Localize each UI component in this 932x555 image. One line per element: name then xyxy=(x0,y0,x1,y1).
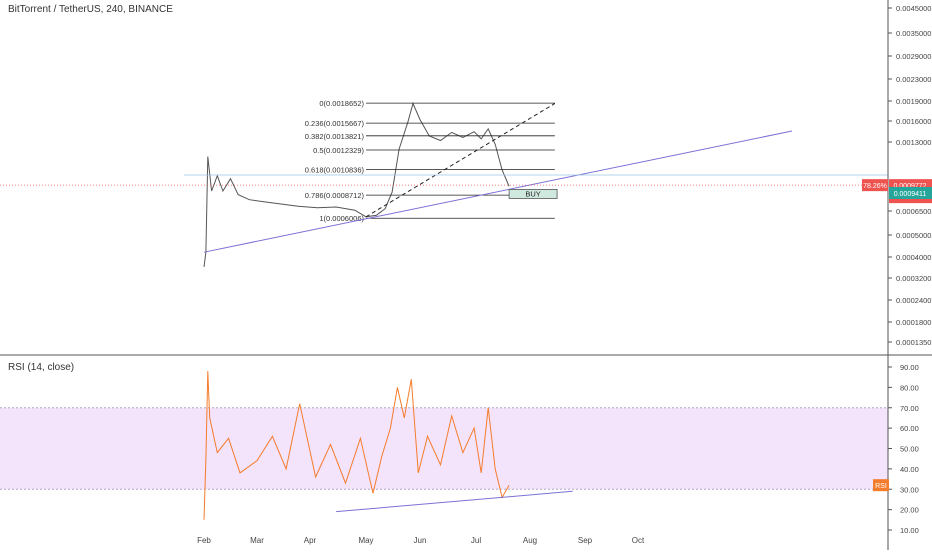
x-tick-label: Feb xyxy=(197,536,211,545)
price-trendline xyxy=(203,130,793,253)
x-tick-label: May xyxy=(358,536,373,545)
rsi-tick-label: 40.00 xyxy=(900,465,919,474)
x-tick-label: Oct xyxy=(632,536,645,545)
price-tick-label: 0.0016000 xyxy=(896,117,931,126)
current-percent-badge xyxy=(862,179,888,192)
price-tick-label: 0.0001350 xyxy=(896,338,931,347)
price-tick-label: 0.0013000 xyxy=(896,138,931,147)
rsi-tick-label: 10.00 xyxy=(900,526,919,535)
x-tick-label: Aug xyxy=(523,536,537,545)
current-percent-label: 78.26% xyxy=(863,183,887,190)
rsi-tick-label: 70.00 xyxy=(900,404,919,413)
x-tick-label: Apr xyxy=(304,536,317,545)
current-price-value: 0.0009772 xyxy=(893,183,926,190)
price-tick-label: 0.0035000 xyxy=(896,29,931,38)
chart-title: BitTorrent / TetherUS, 240, BINANCE xyxy=(8,4,173,15)
rsi-tick-label: 60.00 xyxy=(900,424,919,433)
x-tick-label: Jul xyxy=(471,536,481,545)
price-tick-label: 0.0045000 xyxy=(896,4,931,13)
price-tick-label: 0.0023000 xyxy=(896,75,931,84)
price-tick-label: 0.0006500 xyxy=(896,207,931,216)
rsi-tick-label: 80.00 xyxy=(900,383,919,392)
x-tick-label: Jun xyxy=(414,536,427,545)
price-tick-label: 0.0019000 xyxy=(896,97,931,106)
rsi-title: RSI (14, close) xyxy=(8,362,74,373)
fib-level-label: 0.618(0.0010836) xyxy=(305,166,365,175)
fib-level-label: 0.5(0.0012329) xyxy=(313,146,364,155)
fib-level-label: 0.786(0.0008712) xyxy=(305,191,365,200)
price-tick-label: 0.0004000 xyxy=(896,253,931,262)
rsi-tick-label: 30.00 xyxy=(900,485,919,494)
fib-level-label: 1(0.0006006) xyxy=(319,214,364,223)
rsi-current-badge xyxy=(873,479,889,492)
rsi-tick-label: 50.00 xyxy=(900,445,919,454)
rsi-trendline xyxy=(336,490,573,513)
second-price-value: 0.0009411 xyxy=(894,191,927,198)
dashed-projection-line xyxy=(365,103,556,218)
price-tick-label: 0.0003200 xyxy=(896,274,931,283)
buy-box xyxy=(508,189,558,199)
second-price-badge xyxy=(889,187,932,199)
x-tick-label: Mar xyxy=(250,536,264,545)
fib-level-label: 0.382(0.0013821) xyxy=(305,132,365,141)
buy-box-label: BUY xyxy=(525,189,540,198)
price-tick-label: 0.0002400 xyxy=(896,296,931,305)
price-tick-label: 0.0005000 xyxy=(896,231,931,240)
fib-level-label: 0.236(0.0015667) xyxy=(305,119,365,128)
rsi-series-line xyxy=(203,371,510,520)
price-tick-label: 0.0029000 xyxy=(896,52,931,61)
fib-level-label: 0(0.0018652) xyxy=(319,99,364,108)
price-tick-label: 0.0001800 xyxy=(896,318,931,327)
x-tick-label: Sep xyxy=(578,536,593,545)
rsi-current-label: RSI xyxy=(875,483,887,490)
rsi-tick-label: 90.00 xyxy=(900,363,919,372)
rsi-tick-label: 20.00 xyxy=(900,506,919,515)
price-series-line xyxy=(203,102,510,267)
